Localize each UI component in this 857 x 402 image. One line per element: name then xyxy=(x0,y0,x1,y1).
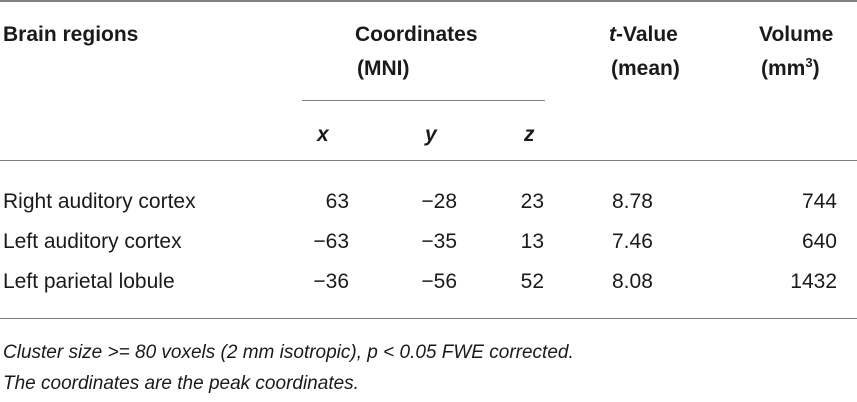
cell-y: −56 xyxy=(421,270,457,293)
table-top-rule xyxy=(0,0,857,2)
cell-x: −36 xyxy=(313,270,349,293)
header-t-value-line2: (mean) xyxy=(611,57,680,80)
header-brain-regions: Brain regions xyxy=(3,23,139,46)
header-axis-x: x xyxy=(317,123,329,146)
header-volume-line1: Volume xyxy=(759,23,834,46)
table-row: Left auditory cortex −63 −35 13 7.46 640 xyxy=(0,224,857,260)
volume-unit-prefix: (mm xyxy=(761,57,806,80)
table-footnote: Cluster size >= 80 voxels (2 mm isotropi… xyxy=(3,342,574,363)
cell-t-value: 7.46 xyxy=(612,230,653,253)
cell-z: 13 xyxy=(520,230,544,253)
header-rule xyxy=(0,160,857,161)
cell-region: Left auditory cortex xyxy=(3,230,182,253)
header-coordinates-line1: Coordinates xyxy=(355,23,478,46)
volume-unit-suffix: ) xyxy=(812,57,820,80)
cell-z: 52 xyxy=(520,270,544,293)
header-axis-y: y xyxy=(425,123,437,146)
cell-y: −35 xyxy=(421,230,457,253)
cell-x: 63 xyxy=(325,190,349,213)
header-volume: Volume (mm3) xyxy=(759,18,833,86)
volume-unit-exponent: 3 xyxy=(805,55,813,70)
table-bottom-rule xyxy=(0,318,857,319)
header-t-italic: t xyxy=(609,23,616,46)
cell-volume: 744 xyxy=(801,190,837,213)
header-t-rest: -Value xyxy=(616,23,678,46)
header-t-value: t-Value (mean) xyxy=(609,18,680,86)
cell-volume: 640 xyxy=(801,230,837,253)
cell-x: −63 xyxy=(313,230,349,253)
table-footnote: The coordinates are the peak coordinates… xyxy=(3,373,359,394)
header-coordinates: Coordinates (MNI) xyxy=(355,18,478,86)
coordinates-span-rule xyxy=(302,100,545,101)
cell-region: Left parietal lobule xyxy=(3,270,175,293)
table-row: Right auditory cortex 63 −28 23 8.78 744 xyxy=(0,184,857,220)
table-row: Left parietal lobule −36 −56 52 8.08 143… xyxy=(0,264,857,300)
header-coordinates-line2: (MNI) xyxy=(357,57,410,80)
cell-y: −28 xyxy=(421,190,457,213)
cell-volume: 1432 xyxy=(790,270,837,293)
cell-t-value: 8.08 xyxy=(612,270,653,293)
cell-region: Right auditory cortex xyxy=(3,190,196,213)
cell-z: 23 xyxy=(520,190,544,213)
cell-t-value: 8.78 xyxy=(612,190,653,213)
header-axis-z: z xyxy=(524,123,535,146)
header-t-value-line1: t-Value xyxy=(609,18,680,52)
header-volume-line2: (mm3) xyxy=(761,52,833,86)
